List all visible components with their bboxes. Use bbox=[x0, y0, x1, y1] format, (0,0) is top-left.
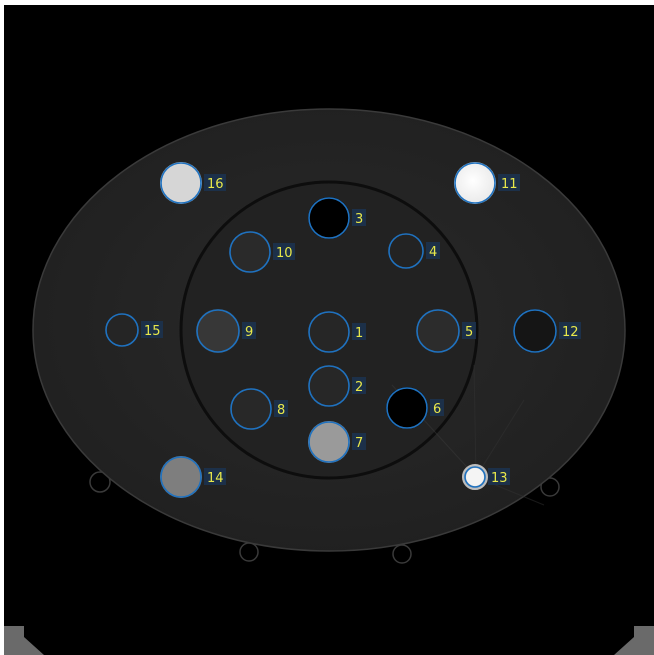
insert-rod-8 bbox=[230, 388, 272, 430]
roi-label-12: 12 bbox=[562, 325, 579, 340]
roi-circle-6[interactable] bbox=[386, 387, 428, 429]
roi-label-7: 7 bbox=[355, 436, 363, 451]
roi-circle-15[interactable] bbox=[105, 313, 139, 347]
roi-label-bg-6 bbox=[430, 399, 444, 416]
insert-rod-3 bbox=[308, 197, 350, 239]
insert-rod-11 bbox=[454, 162, 496, 204]
roi-label-bg-5 bbox=[462, 322, 476, 339]
roi-circle-10[interactable] bbox=[229, 231, 271, 273]
roi-circle-11[interactable] bbox=[454, 162, 496, 204]
roi-label-bg-16 bbox=[204, 174, 226, 191]
roi-label-bg-3 bbox=[352, 209, 366, 226]
insert-rod-14 bbox=[160, 456, 202, 498]
insert-rod-13 bbox=[462, 464, 488, 490]
roi-label-bg-8 bbox=[274, 400, 288, 417]
roi-circle-7[interactable] bbox=[308, 421, 350, 463]
roi-label-1: 1 bbox=[355, 326, 363, 341]
roi-circles[interactable] bbox=[105, 162, 557, 498]
roi-label-bg-4 bbox=[426, 242, 440, 259]
roi-label-bg-7 bbox=[352, 433, 366, 450]
insert-rod-1 bbox=[308, 311, 350, 353]
roi-circle-3[interactable] bbox=[308, 197, 350, 239]
roi-label-2: 2 bbox=[355, 380, 363, 395]
roi-circle-12[interactable] bbox=[513, 309, 557, 353]
insert-rod-7 bbox=[308, 421, 350, 463]
corner-brackets bbox=[4, 626, 654, 655]
roi-label-8: 8 bbox=[277, 403, 285, 418]
roi-label-bg-12 bbox=[559, 322, 581, 339]
roi-label-5: 5 bbox=[465, 325, 473, 340]
roi-circle-2[interactable] bbox=[308, 365, 350, 407]
roi-circle-5[interactable] bbox=[416, 309, 460, 353]
roi-circle-4[interactable] bbox=[388, 233, 424, 269]
roi-label-bg-14 bbox=[204, 468, 226, 485]
roi-circle-1[interactable] bbox=[308, 311, 350, 353]
insert-rod-9 bbox=[196, 309, 240, 353]
insert-rod-6 bbox=[386, 387, 428, 429]
insert-rod-5 bbox=[416, 309, 460, 353]
insert-rod-4 bbox=[388, 233, 424, 269]
roi-label-16: 16 bbox=[207, 177, 224, 192]
roi-circle-9[interactable] bbox=[196, 309, 240, 353]
roi-label-bg-2 bbox=[352, 377, 366, 394]
roi-label-9: 9 bbox=[245, 325, 253, 340]
couch-marks bbox=[89, 471, 560, 564]
roi-label-14: 14 bbox=[207, 471, 224, 486]
roi-circle-8[interactable] bbox=[230, 388, 272, 430]
roi-label-13: 13 bbox=[491, 471, 508, 486]
roi-label-bg-9 bbox=[242, 322, 256, 339]
insert-rod-16 bbox=[160, 162, 202, 204]
insert-rod-15 bbox=[105, 313, 139, 347]
roi-label-11: 11 bbox=[501, 177, 518, 192]
roi-label-15: 15 bbox=[144, 324, 161, 339]
roi-label-10: 10 bbox=[276, 246, 293, 261]
roi-circle-14[interactable] bbox=[160, 456, 202, 498]
roi-label-bg-15 bbox=[141, 321, 163, 338]
roi-circle-13[interactable] bbox=[464, 466, 486, 488]
ct-image-viewport[interactable]: 1 2 3 4 5 6 7 8 9 10 11 12 13 14 15 16 bbox=[4, 5, 654, 655]
insert-rod-10 bbox=[229, 231, 271, 273]
roi-label-bg-11 bbox=[498, 174, 520, 191]
roi-label-bg-1 bbox=[352, 323, 366, 340]
roi-label-6: 6 bbox=[433, 402, 441, 417]
roi-label-bg-13 bbox=[488, 468, 510, 485]
insert-rod-2 bbox=[308, 365, 350, 407]
roi-label-bg-10 bbox=[273, 243, 295, 260]
roi-label-4: 4 bbox=[429, 245, 437, 260]
insert-rods bbox=[105, 162, 557, 498]
insert-rod-12 bbox=[513, 309, 557, 353]
roi-label-3: 3 bbox=[355, 212, 363, 227]
roi-circle-16[interactable] bbox=[160, 162, 202, 204]
